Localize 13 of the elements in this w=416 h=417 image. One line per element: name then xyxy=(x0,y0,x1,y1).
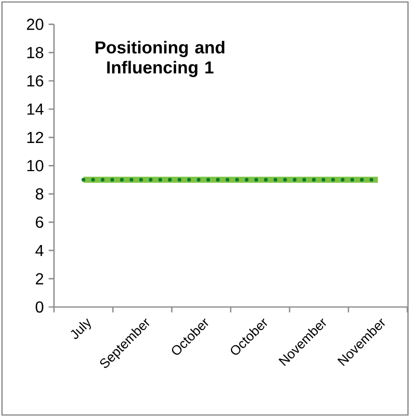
y-tick-label: 2 xyxy=(36,273,44,284)
y-tick-label: 10 xyxy=(27,160,44,172)
y-tick-label: 4 xyxy=(35,244,44,256)
y-tick-label: 8 xyxy=(36,188,44,200)
y-tick-label: 14 xyxy=(27,104,44,115)
y-tick-label: 16 xyxy=(27,75,44,87)
x-tick-label: July xyxy=(70,318,91,339)
y-tick-label: 18 xyxy=(27,46,44,58)
y-tick-label: 0 xyxy=(36,301,44,313)
y-tick-label: 12 xyxy=(27,132,44,143)
text: Positioning and Influencing 1 xyxy=(96,40,224,78)
y-tick-label: 20 xyxy=(26,18,44,30)
y-tick-label: 6 xyxy=(36,216,44,228)
